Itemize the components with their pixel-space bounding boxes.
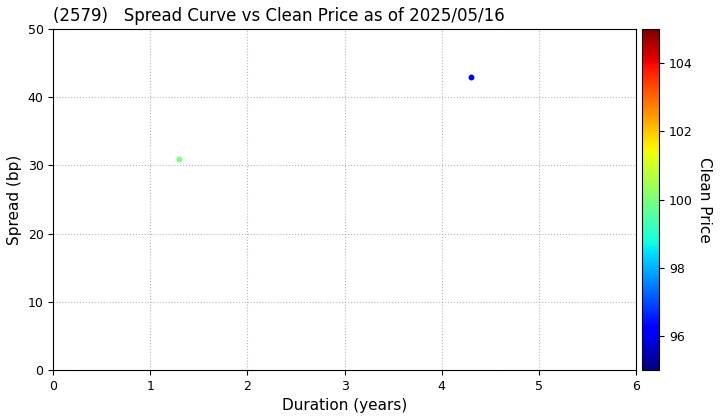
Point [174, 155, 185, 162]
Point [465, 74, 477, 80]
Y-axis label: Spread (bp): Spread (bp) [7, 155, 22, 245]
Text: (2579)   Spread Curve vs Clean Price as of 2025/05/16: (2579) Spread Curve vs Clean Price as of… [53, 7, 505, 25]
X-axis label: Duration (years): Duration (years) [282, 398, 408, 413]
Y-axis label: Clean Price: Clean Price [697, 157, 712, 242]
